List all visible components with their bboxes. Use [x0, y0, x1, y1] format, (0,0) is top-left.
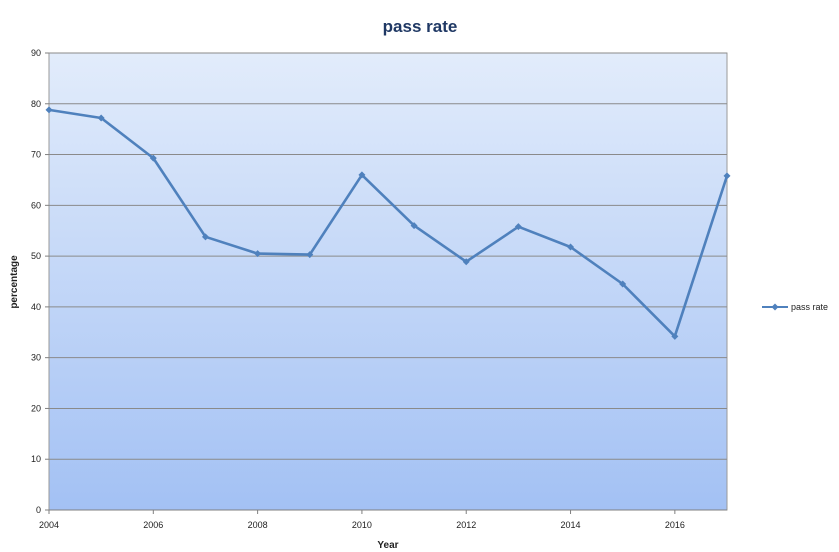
y-tick-label: 30 — [31, 353, 41, 363]
data-point — [254, 250, 262, 258]
y-tick-label: 60 — [31, 200, 41, 210]
y-tick-label: 50 — [31, 251, 41, 261]
x-tick-label: 2008 — [248, 520, 268, 530]
x-tick-label: 2010 — [352, 520, 372, 530]
data-point — [201, 233, 209, 241]
y-tick-label: 0 — [36, 505, 41, 515]
legend: pass rate — [762, 302, 828, 312]
chart-title: pass rate — [383, 17, 458, 36]
y-tick-label: 70 — [31, 150, 41, 160]
legend-marker — [771, 303, 779, 311]
x-axis-ticks: 2004 2006 2008 2010 2012 2014 2016 — [39, 509, 727, 530]
data-point — [97, 114, 105, 122]
data-point — [306, 251, 314, 259]
plot-area — [48, 52, 728, 511]
x-tick-label: 2006 — [143, 520, 163, 530]
data-point — [619, 280, 627, 288]
x-tick-label: 2014 — [561, 520, 581, 530]
data-point — [358, 171, 366, 179]
data-point — [410, 222, 418, 230]
data-point — [514, 223, 522, 231]
y-tick-label: 20 — [31, 403, 41, 413]
x-tick-label: 2004 — [39, 520, 59, 530]
x-axis-label: Year — [377, 540, 398, 551]
legend-label: pass rate — [791, 302, 828, 312]
series-line — [47, 108, 729, 338]
x-tick-label: 2016 — [665, 520, 685, 530]
x-tick-label: 2012 — [456, 520, 476, 530]
y-axis-label: percentage — [9, 255, 20, 309]
data-point — [671, 332, 679, 340]
y-axis-ticks: 0 10 20 30 40 50 60 70 80 90 — [31, 48, 49, 515]
y-tick-label: 10 — [31, 454, 41, 464]
data-point — [723, 172, 731, 180]
y-tick-label: 80 — [31, 99, 41, 109]
gridlines — [49, 52, 727, 460]
series-pass-rate — [45, 106, 731, 340]
data-point — [567, 243, 575, 251]
y-tick-label: 90 — [31, 48, 41, 58]
data-point — [45, 106, 53, 114]
y-tick-label: 40 — [31, 302, 41, 312]
data-point — [149, 154, 157, 162]
data-point — [462, 258, 470, 266]
